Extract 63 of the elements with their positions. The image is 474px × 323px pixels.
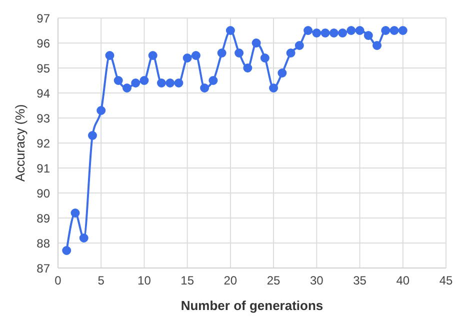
- point: [355, 26, 364, 35]
- point: [114, 76, 123, 85]
- point: [166, 78, 175, 88]
- y-tick-label: 89: [36, 211, 50, 226]
- point: [217, 48, 226, 58]
- y-axis-title: Accuracy (%): [12, 104, 28, 182]
- point: [62, 246, 72, 255]
- x-tick-label: 25: [266, 274, 281, 288]
- point: [304, 26, 313, 35]
- point: [338, 28, 348, 38]
- point: [390, 26, 399, 35]
- point: [140, 76, 149, 85]
- point: [191, 51, 200, 60]
- point: [372, 41, 382, 50]
- point: [381, 26, 390, 35]
- y-tick-label: 95: [36, 61, 50, 76]
- x-tick-label: 45: [439, 274, 453, 288]
- point: [398, 26, 408, 35]
- x-tick-label: 10: [138, 274, 152, 288]
- y-tick-label: 90: [36, 186, 50, 200]
- x-axis-title: Number of generations: [180, 298, 324, 313]
- point: [364, 31, 373, 40]
- point: [96, 106, 106, 115]
- point: [234, 48, 244, 58]
- point: [286, 48, 296, 58]
- point: [346, 26, 356, 35]
- point: [260, 54, 270, 62]
- point: [79, 234, 88, 242]
- y-tick-label: 87: [36, 261, 50, 276]
- y-tick-label: 97: [36, 11, 50, 26]
- point: [122, 84, 132, 92]
- x-tick-label: 15: [180, 274, 194, 288]
- point: [252, 38, 261, 48]
- y-tick-label: 88: [36, 236, 50, 250]
- x-tick-label: 20: [224, 274, 238, 288]
- point: [105, 51, 114, 60]
- point: [294, 41, 304, 50]
- x-tick-label: 30: [310, 274, 324, 288]
- point: [312, 28, 322, 38]
- y-tick-label: 92: [36, 136, 50, 150]
- point: [148, 51, 158, 60]
- point: [174, 78, 184, 88]
- y-tick-label: 96: [36, 36, 50, 50]
- x-tick-label: 0: [54, 274, 62, 288]
- point: [226, 26, 235, 35]
- point: [182, 54, 192, 62]
- point: [131, 78, 140, 88]
- x-tick-label: 35: [353, 274, 367, 288]
- x-tick-label: 40: [396, 274, 410, 288]
- y-tick-label: 91: [36, 161, 50, 176]
- y-tick-label: 93: [36, 111, 50, 126]
- point: [329, 28, 338, 38]
- point: [243, 64, 252, 72]
- point: [320, 28, 330, 38]
- x-tick-label: 5: [98, 274, 105, 288]
- point: [70, 208, 80, 218]
- point: [200, 84, 210, 92]
- point: [208, 76, 218, 85]
- point: [156, 78, 166, 88]
- point: [88, 131, 97, 140]
- point: [278, 68, 287, 78]
- y-tick-label: 94: [36, 86, 50, 100]
- point: [269, 84, 278, 92]
